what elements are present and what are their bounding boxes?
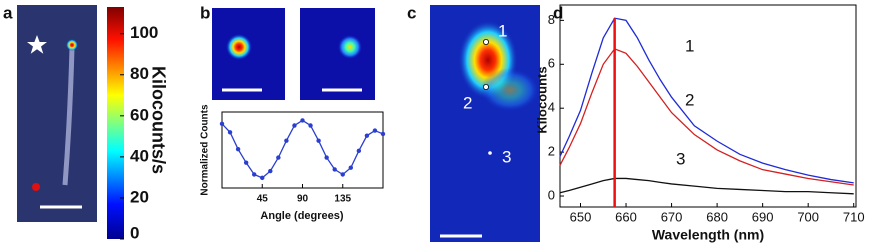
data-point: [227, 130, 233, 135]
y-tick-label: 0: [548, 187, 555, 202]
point-label: 1: [498, 21, 507, 40]
star: [27, 35, 47, 54]
image-a: [17, 5, 97, 222]
series-line: [559, 177, 854, 195]
image-b2: [300, 8, 375, 100]
data-point: [268, 168, 273, 174]
y-axis-label: Normalized Counts: [200, 104, 211, 196]
data-point: [324, 155, 329, 160]
point-label: 3: [502, 147, 511, 166]
data-point: [348, 165, 353, 170]
colorbar-tick-label: 100: [130, 23, 158, 42]
x-tick-label: 650: [570, 209, 592, 224]
colorbar-label: Kilocounts/s: [148, 66, 168, 174]
data-point: [252, 172, 257, 177]
x-tick-label: 690: [752, 209, 774, 224]
colorbar-tick-label: 20: [130, 187, 149, 206]
data-point: [284, 138, 289, 143]
data-point: [260, 175, 265, 181]
colorbar-tick-label: 60: [130, 105, 149, 124]
panel-label: d: [553, 3, 563, 22]
spot: [226, 34, 252, 60]
point-label: 2: [463, 93, 472, 112]
data-point: [364, 133, 370, 138]
x-tick-label: 710: [843, 209, 865, 224]
nanowire: [62, 47, 75, 186]
y-tick-label: 2: [548, 144, 555, 159]
colorbar-tick-label: 80: [130, 64, 149, 83]
data-point: [308, 123, 313, 128]
x-tick-label: 700: [797, 209, 819, 224]
data-point: [332, 167, 337, 172]
y-tick-label: 8: [548, 12, 555, 27]
red-dot: [32, 183, 40, 191]
point: [482, 39, 489, 46]
data-point: [243, 160, 249, 165]
series-label: 3: [676, 149, 685, 168]
data-point: [316, 138, 321, 143]
y-tick-label: 6: [548, 56, 555, 71]
x-axis-label: Wavelength (nm): [652, 227, 764, 243]
panel-label: c: [407, 3, 416, 22]
data-point: [372, 128, 378, 133]
series-label: 2: [685, 90, 694, 109]
x-tick-label: 680: [706, 209, 728, 224]
point: [488, 151, 492, 155]
glow: [480, 68, 540, 112]
panel-label: a: [3, 3, 13, 22]
data-point: [276, 155, 281, 160]
series-line: [559, 48, 854, 186]
point: [482, 84, 489, 91]
x-tick-label: 660: [615, 209, 637, 224]
data-point: [219, 121, 225, 127]
panel-label: b: [200, 3, 210, 22]
colorbar-tick-label: 40: [130, 146, 149, 165]
hot-spot: [66, 39, 78, 51]
x-tick-label: 90: [297, 194, 309, 205]
y-tick-label: 4: [548, 100, 555, 115]
x-tick-label: 670: [661, 209, 683, 224]
data-point: [235, 146, 241, 152]
data-point: [340, 172, 345, 177]
x-tick-label: 45: [257, 194, 269, 205]
series-line: [559, 17, 854, 184]
data-point: [380, 131, 386, 137]
data-point: [300, 118, 305, 123]
colorbar-tick-label: 0: [130, 223, 139, 242]
x-tick-label: 135: [334, 194, 351, 205]
data-point: [356, 148, 362, 154]
plot-area: [559, 4, 857, 208]
y-axis-label: Kilocounts: [534, 66, 549, 133]
data-point: [292, 123, 297, 128]
spot: [338, 35, 362, 59]
x-axis-label: Angle (degrees): [260, 210, 343, 222]
colorbar: [107, 7, 124, 239]
series-label: 1: [685, 36, 694, 55]
